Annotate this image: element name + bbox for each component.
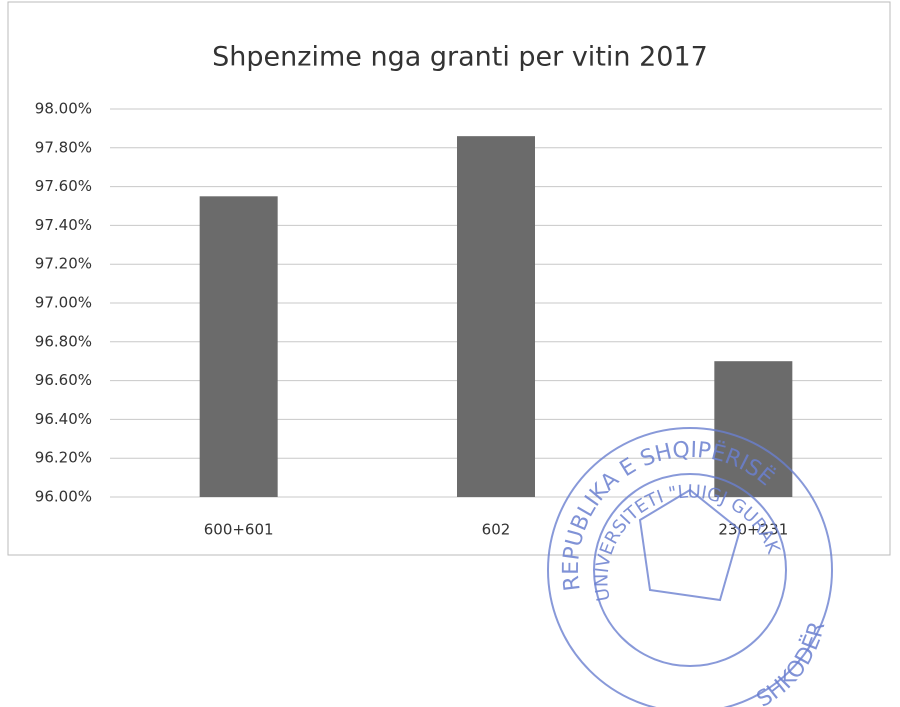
stamp-ring — [547, 427, 833, 707]
chart-title: Shpenzime nga granti per vitin 2017 — [212, 42, 708, 73]
stamp-ring — [593, 473, 787, 667]
bar — [457, 136, 535, 497]
y-tick-label: 97.00% — [35, 294, 92, 312]
x-tick-label: 230+231 — [718, 521, 788, 539]
y-tick-label: 96.00% — [35, 488, 92, 506]
bar — [714, 361, 793, 497]
x-tick-label: 600+601 — [204, 521, 274, 539]
y-tick-label: 98.00% — [35, 100, 92, 118]
x-tick-label: 602 — [482, 521, 511, 539]
y-tick-label: 96.40% — [35, 410, 92, 428]
y-tick-label: 96.20% — [35, 449, 92, 467]
bar — [199, 196, 278, 498]
y-tick-label: 97.80% — [35, 138, 92, 156]
y-tick-label: 96.60% — [35, 371, 92, 389]
stamp-emblem — [638, 488, 742, 602]
y-tick-label: 97.40% — [35, 216, 92, 234]
y-tick-label: 97.20% — [35, 255, 92, 273]
y-tick-label: 96.80% — [35, 332, 92, 350]
y-tick-label: 97.60% — [35, 177, 92, 195]
